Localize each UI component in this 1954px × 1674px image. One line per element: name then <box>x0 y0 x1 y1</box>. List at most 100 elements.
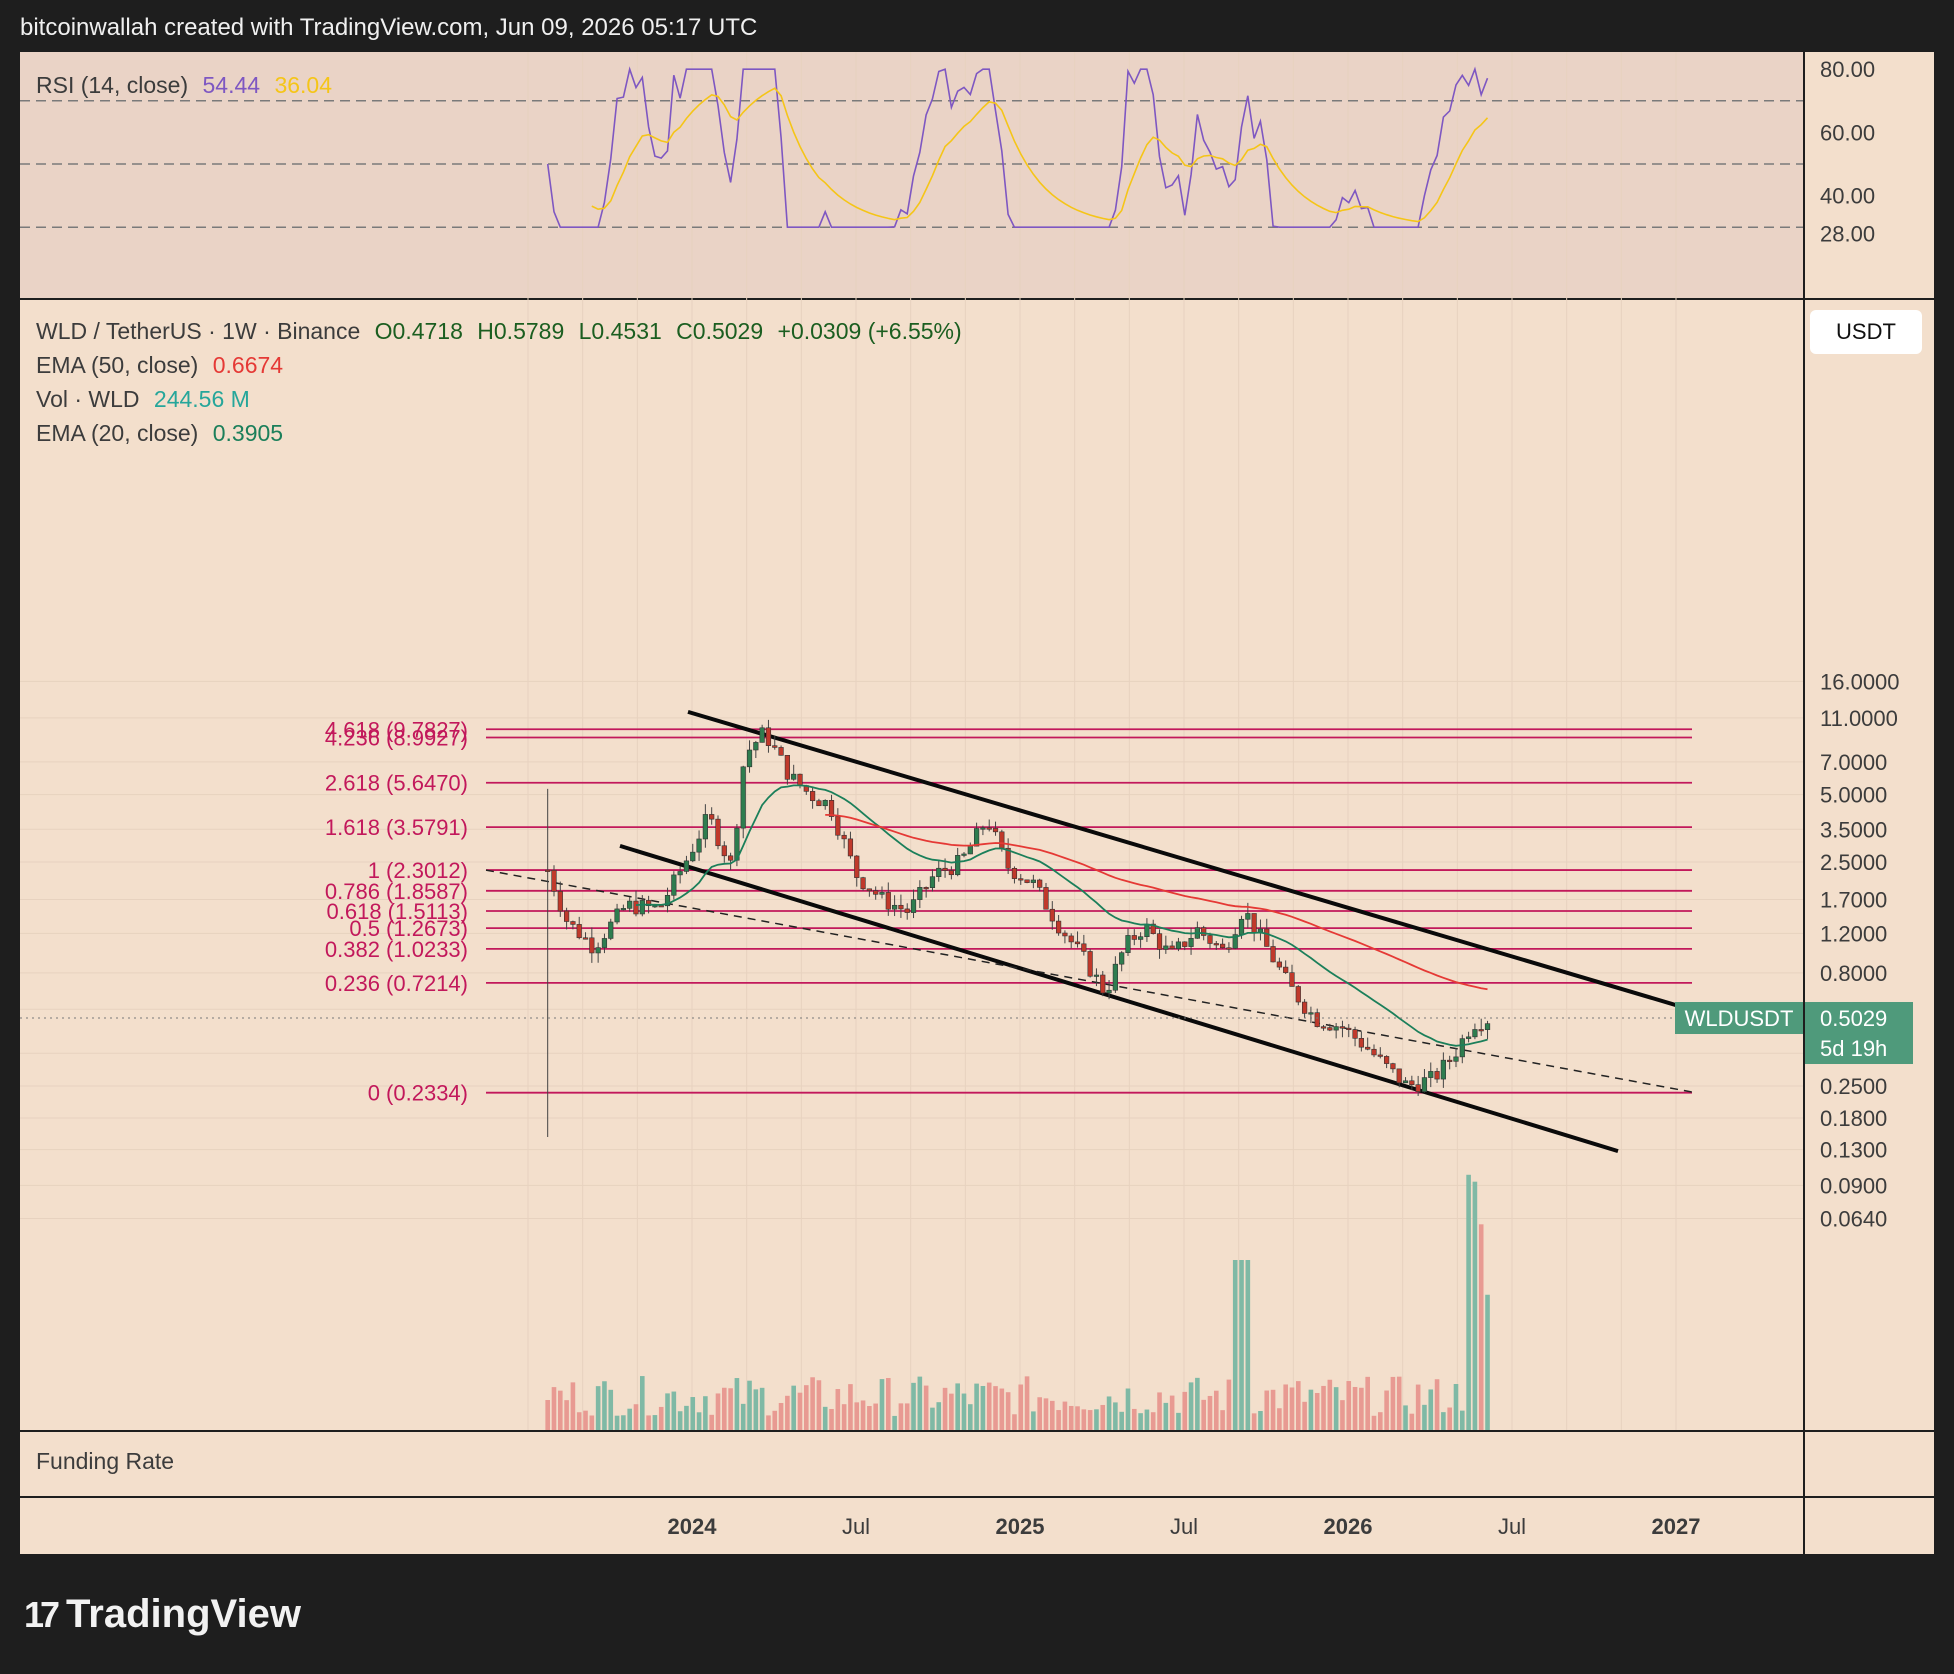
volume-bar <box>993 1386 998 1430</box>
price-chart-svg[interactable]: 16.0000 11.0000 7.0000 5.0000 3.5000 2.5000 1.… <box>20 52 1934 1554</box>
volume-bar <box>1390 1376 1396 1430</box>
volume-bar <box>652 1415 658 1430</box>
candle-body <box>1074 941 1081 945</box>
candle-body <box>1144 923 1150 937</box>
candle-body <box>633 900 639 915</box>
volume-bar <box>980 1385 986 1430</box>
volume-bar <box>772 1410 778 1430</box>
candle-body <box>1131 935 1137 940</box>
candle-body <box>1333 1026 1339 1031</box>
candle-body <box>1112 963 1118 991</box>
volume-legend: Vol · WLD 244.56 M <box>36 386 258 413</box>
candle-body <box>1415 1084 1421 1092</box>
volume-bar <box>841 1404 847 1430</box>
volume-bar <box>999 1388 1005 1430</box>
candle-body <box>1150 923 1156 934</box>
volume-bar <box>810 1377 815 1430</box>
candle-body <box>980 827 986 830</box>
candle-body <box>898 904 904 910</box>
fib-level-label: 0.618 (1.5113) <box>327 899 468 924</box>
volume-bar <box>1327 1379 1333 1430</box>
candle-body <box>778 747 784 756</box>
price-tag <box>1805 1002 1913 1065</box>
fib-level-label: 1.618 (3.5791) <box>325 815 468 840</box>
candle-body <box>570 921 576 925</box>
volume-bar <box>1113 1402 1118 1430</box>
tradingview-logo: 17 TradingView <box>24 1592 301 1637</box>
price-axis-tick: 11.0000 <box>1820 706 1898 731</box>
candle-body <box>1428 1071 1434 1078</box>
volume-bar <box>1037 1397 1042 1430</box>
chart-header: bitcoinwallah created with TradingView.c… <box>20 14 758 41</box>
candle-body <box>671 874 677 896</box>
volume-bar <box>942 1387 948 1430</box>
candle-body <box>791 773 797 780</box>
candle-body <box>1037 879 1043 888</box>
candle-body <box>1226 947 1232 950</box>
candle-body <box>1049 908 1055 922</box>
volume-bar <box>911 1382 916 1430</box>
candle-body <box>974 828 980 847</box>
fib-level-label: 0.5 (1.2673) <box>349 916 468 941</box>
time-axis-tick: Jul <box>1170 1514 1198 1539</box>
volume-bar <box>835 1389 841 1430</box>
candle-body <box>999 831 1005 849</box>
volume-bar <box>848 1384 853 1430</box>
volume-bar <box>1371 1415 1377 1430</box>
volume-bar <box>703 1396 708 1430</box>
candle-body <box>1188 938 1194 947</box>
fib-level-label: 4.236 (8.9927) <box>325 725 468 750</box>
volume-bar <box>1131 1408 1137 1430</box>
volume-value: 244.56 M <box>153 386 250 412</box>
volume-bar <box>829 1408 834 1430</box>
candle-body <box>646 900 652 907</box>
volume-bar <box>677 1411 683 1430</box>
price-axis-tick: 0.8000 <box>1820 961 1887 986</box>
price-axis-tick: 3.5000 <box>1820 817 1887 842</box>
ema20-line <box>635 784 1488 1047</box>
rsi-ma-value: 36.04 <box>274 72 333 98</box>
candle-body <box>1289 972 1295 987</box>
fib-level-label: 0.786 (1.8587) <box>325 879 468 904</box>
volume-bar <box>1232 1260 1238 1430</box>
volume-bar <box>778 1402 784 1430</box>
volume-bar <box>879 1379 885 1430</box>
candle-body <box>1062 932 1068 937</box>
volume-bar <box>1485 1294 1490 1430</box>
volume-bar <box>1024 1376 1030 1430</box>
volume-bar <box>1081 1409 1087 1430</box>
candle-body <box>1106 989 1112 994</box>
ema50-line <box>825 814 1488 991</box>
candle-body <box>992 828 999 833</box>
ema20-value: 0.3905 <box>212 420 284 446</box>
volume-bar <box>1144 1409 1150 1430</box>
volume-bar <box>1163 1402 1169 1430</box>
volume-bar <box>740 1403 746 1430</box>
candle-body <box>860 877 866 890</box>
volume-bar <box>690 1397 696 1430</box>
volume-bar <box>1422 1404 1427 1430</box>
candle-body <box>551 869 557 892</box>
volume-bar <box>1447 1407 1452 1430</box>
volume-bar <box>860 1400 866 1430</box>
volume-bar <box>955 1383 960 1430</box>
candle-body <box>1396 1068 1402 1084</box>
candle-body <box>1005 847 1011 869</box>
candle-body <box>1484 1023 1491 1030</box>
volume-bar <box>1005 1392 1011 1430</box>
candle-body <box>961 853 967 856</box>
time-axis-tick: 2024 <box>668 1514 718 1539</box>
price-axis-tick: 0.2500 <box>1820 1074 1887 1099</box>
candle-body <box>1024 879 1030 883</box>
volume-bar <box>1195 1377 1200 1430</box>
candle-body <box>1081 943 1087 952</box>
candle-body <box>1232 934 1238 949</box>
volume-bar <box>595 1386 601 1430</box>
candle-body <box>816 800 822 807</box>
funding-rate-label: Funding Rate <box>36 1448 175 1474</box>
volume-bar <box>1359 1387 1364 1430</box>
candle-body <box>1018 878 1024 881</box>
candle-body <box>1163 945 1169 950</box>
currency-button[interactable]: USDT <box>1810 310 1922 354</box>
rsi-ma-line <box>591 87 1489 223</box>
